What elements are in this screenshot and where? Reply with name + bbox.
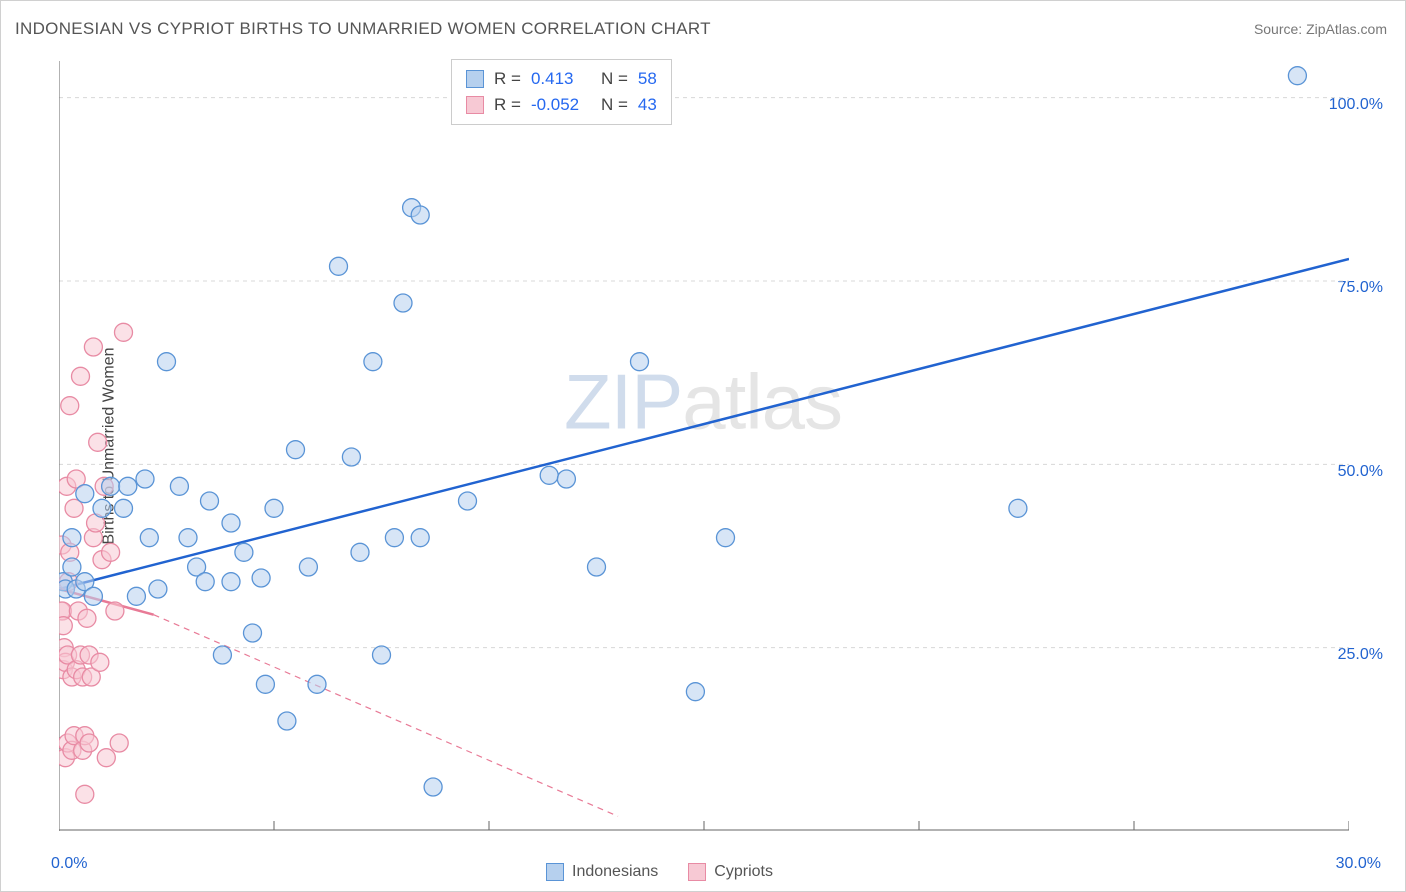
r-label-2: R = bbox=[494, 95, 521, 115]
legend-swatch-1 bbox=[546, 863, 564, 881]
swatch-series1 bbox=[466, 70, 484, 88]
legend-item-cypriots: Cypriots bbox=[688, 863, 773, 881]
legend-label-2: Cypriots bbox=[714, 863, 773, 881]
r-value-2: -0.052 bbox=[531, 95, 591, 115]
n-label-1: N = bbox=[601, 69, 628, 89]
x-axis-max-label: 30.0% bbox=[1336, 855, 1381, 873]
correlation-stats-box: R = 0.413 N = 58 R = -0.052 N = 43 bbox=[451, 59, 672, 125]
chart-container: INDONESIAN VS CYPRIOT BIRTHS TO UNMARRIE… bbox=[0, 0, 1406, 892]
scatter-plot-svg bbox=[59, 61, 1349, 831]
stats-row-series1: R = 0.413 N = 58 bbox=[466, 66, 657, 92]
source-label: Source: ZipAtlas.com bbox=[1254, 21, 1387, 37]
bottom-legend: Indonesians Cypriots bbox=[546, 863, 773, 881]
swatch-series2 bbox=[466, 96, 484, 114]
legend-label-1: Indonesians bbox=[572, 863, 658, 881]
chart-title: INDONESIAN VS CYPRIOT BIRTHS TO UNMARRIE… bbox=[15, 19, 711, 39]
plot-area bbox=[59, 61, 1349, 831]
n-value-2: 43 bbox=[638, 95, 657, 115]
n-value-1: 58 bbox=[638, 69, 657, 89]
r-label-1: R = bbox=[494, 69, 521, 89]
legend-swatch-2 bbox=[688, 863, 706, 881]
r-value-1: 0.413 bbox=[531, 69, 591, 89]
n-label-2: N = bbox=[601, 95, 628, 115]
legend-item-indonesians: Indonesians bbox=[546, 863, 658, 881]
x-axis-min-label: 0.0% bbox=[51, 855, 87, 873]
stats-row-series2: R = -0.052 N = 43 bbox=[466, 92, 657, 118]
